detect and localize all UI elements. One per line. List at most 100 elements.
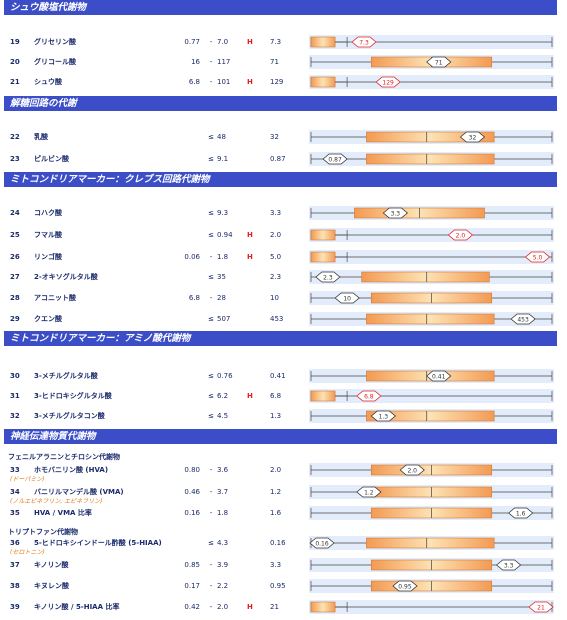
result-marker-label: 1.6 [516,510,526,517]
result-marker: 0.16 [309,537,335,549]
section-header-oxalate: シュウ酸塩代謝物 [4,0,557,15]
table-row: 27 2-オキソグルタル酸 ≤35 2.3 2.3 [0,270,567,289]
section-header-krebs: ミトコンドリアマーカー：クレブス回路代謝物 [4,172,557,187]
result-marker-label: 1.3 [379,413,389,420]
analyte-name: ホモバニリン酸 (HVA) [34,466,109,474]
row-number: 22 [10,133,20,141]
table-row: 20 グリコール酸 16 -117 71 71 [0,55,567,74]
row-number: 23 [10,155,20,163]
reference-box [366,153,495,165]
range-chart: 7.3 [309,35,554,49]
row-number: 29 [10,315,20,323]
analyte-name: ピルビン酸 [34,155,69,163]
subsection-tryptophan: トリプトファン代謝物 [8,528,78,536]
result-value: 1.6 [270,509,282,517]
result-marker-label: 7.3 [359,39,369,46]
result-marker: 21 [528,601,554,613]
analyte-name: キヌレン酸 [34,582,69,590]
table-row: 31 3-ヒドロキシグルタル酸 ≤6.2 H 6.8 6.8 [0,389,567,408]
table-row: 24 コハク酸 ≤9.3 3.3 3.3 [0,206,567,225]
range-chart: 3.3 [309,206,554,220]
reference-separator: ≤ [208,315,214,323]
table-row: 37 キノリン酸 0.85 -3.9 3.3 3.3 [0,558,567,577]
result-value: 3.3 [270,209,282,217]
reference-high: 1.8 [217,509,229,517]
reference-low: 0.80 [184,466,200,474]
result-value: 6.8 [270,392,282,400]
high-flag: H [247,253,253,261]
row-number: 30 [10,372,20,380]
result-value: 3.3 [270,561,282,569]
reference-high: 35 [217,273,226,281]
analyte-name: 5-ヒドロキシインドール酢酸 (5-HIAA) [34,539,162,547]
reference-high: 3.9 [217,561,229,569]
row-number: 33 [10,466,20,474]
analyte-name: 3-ヒドロキシグルタル酸 [34,392,112,400]
reference-low: 0.42 [184,603,200,611]
analyte-name: 3-メチルグルタル酸 [34,372,98,380]
table-row: 30 3-メチルグルタル酸 ≤0.76 0.41 0.41 [0,369,567,388]
result-value: 7.3 [270,38,282,46]
result-marker-label: 71 [435,59,443,66]
reference-separator: ≤ [208,209,214,217]
analyte-name: 2-オキソグルタル酸 [34,273,98,281]
result-value: 0.41 [270,372,286,380]
reference-low: 6.8 [188,78,200,86]
result-value: 2.0 [270,466,282,474]
row-number: 21 [10,78,20,86]
reference-low: 0.77 [184,38,200,46]
analyte-name: キノリン酸 / 5-HIAA 比率 [34,603,120,611]
reference-high: 507 [217,315,231,323]
range-chart: 1.3 [309,409,554,423]
result-marker-label: 3.3 [504,562,514,569]
result-marker-label: 21 [537,604,545,611]
reference-box [366,537,495,549]
section-header-glycolysis: 解糖回路の代謝 [4,96,557,111]
row-number: 27 [10,273,20,281]
analyte-subtitle: (ドーパミン) [10,476,45,483]
reference-high: 9.1 [217,155,229,163]
result-value: 21 [270,603,279,611]
analyte-name: フマル酸 [34,231,62,239]
range-chart: 21 [309,600,554,614]
section-header-amino: ミトコンドリアマーカー：アミノ酸代謝物 [4,331,557,346]
reference-separator: ≤ [208,539,214,547]
reference-low: 0.06 [184,253,200,261]
reference-separator: - [209,294,213,302]
reference-high: 7.0 [217,38,229,46]
table-row: 32 3-メチルグルタコン酸 ≤4.5 1.3 1.3 [0,409,567,428]
reference-high: 2.2 [217,582,229,590]
range-chart: 129 [309,75,554,89]
result-value: 2.3 [270,273,282,281]
reference-separator: - [209,58,213,66]
reference-high: 28 [217,294,226,302]
row-number: 37 [10,561,20,569]
result-marker: 71 [426,56,452,68]
reference-box [310,229,336,241]
row-number: 38 [10,582,20,590]
analyte-name: キノリン酸 [34,561,69,569]
result-marker: 7.3 [351,36,377,48]
result-marker-label: 129 [382,79,394,86]
analyte-name: リンゴ酸 [34,253,62,261]
range-chart: 453 [309,312,554,326]
range-chart: 6.8 [309,389,554,403]
table-row: 29 クエン酸 ≤507 453 453 [0,312,567,331]
table-row: 36 5-ヒドロキシインドール酢酸 (5-HIAA) ≤4.3 0.16 (セロトニン)… [0,536,567,556]
reference-high: 117 [217,58,231,66]
result-marker-label: 32 [469,134,477,141]
range-chart: 3.3 [309,558,554,572]
result-marker-label: 3.3 [391,210,401,217]
high-flag: H [247,231,253,239]
row-number: 31 [10,392,20,400]
row-number: 26 [10,253,20,261]
result-marker: 2.0 [399,464,425,476]
reference-high: 4.5 [217,412,229,420]
reference-separator: - [209,253,213,261]
reference-separator: - [209,603,213,611]
result-value: 0.87 [270,155,286,163]
reference-high: 9.3 [217,209,229,217]
reference-high: 101 [217,78,231,86]
reference-high: 4.3 [217,539,229,547]
table-row: 34 バニリルマンデル酸 (VMA) 0.46 -3.7 1.2 (ノルエピネフリン, エ… [0,485,567,505]
